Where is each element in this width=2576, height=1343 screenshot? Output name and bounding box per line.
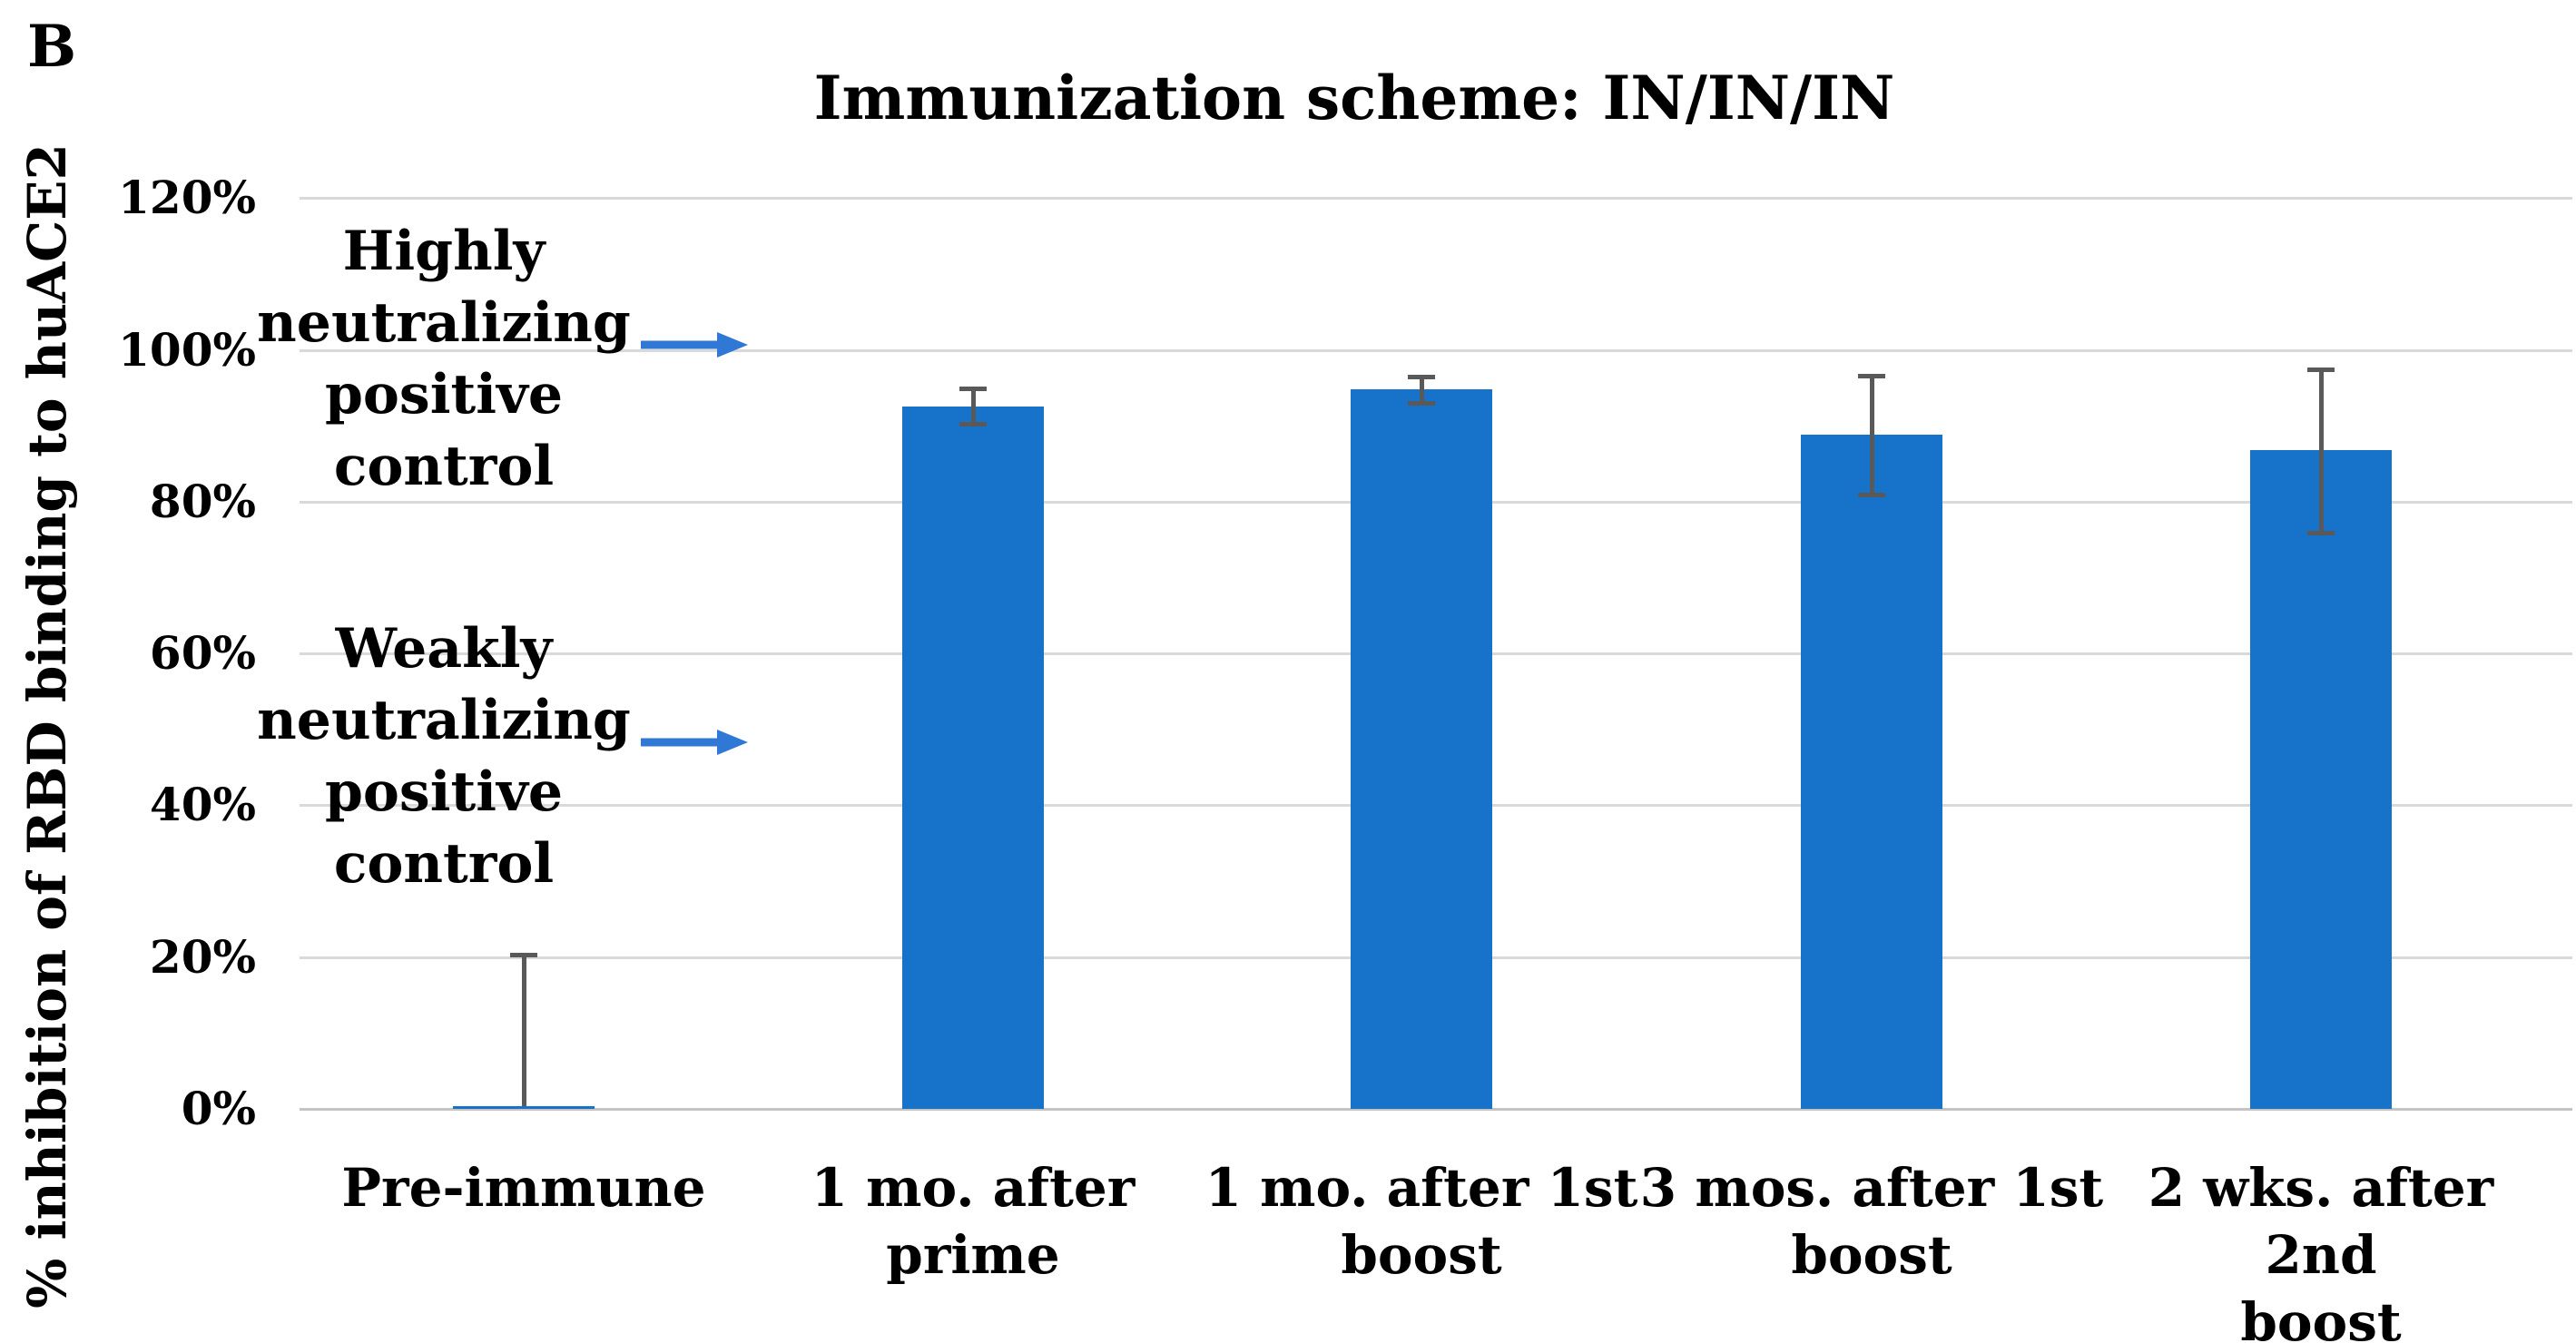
x-axis-label-line: 3 mos. after 1st: [1639, 1157, 2104, 1219]
y-tick-label: 60%: [149, 626, 256, 680]
y-tick-label: 40%: [149, 778, 256, 831]
error-bar: [1420, 375, 1424, 406]
gridline: [300, 1108, 2572, 1111]
annotation-line: neutralizing: [257, 689, 631, 752]
error-bar-cap: [1858, 493, 1885, 497]
arrow-right-icon: [641, 729, 748, 756]
error-bar-cap: [959, 422, 987, 426]
bar: [2250, 450, 2392, 1109]
error-bar: [1870, 374, 1874, 497]
error-bar-cap: [2307, 368, 2335, 372]
bar: [1801, 435, 1942, 1109]
annotation-text: Weakly neutralizing positive control: [235, 613, 653, 900]
error-bar-cap: [510, 953, 537, 957]
y-tick-label: 0%: [181, 1082, 256, 1135]
x-axis-label-line: boost: [2240, 1291, 2402, 1343]
annotation-line: Highly: [342, 220, 546, 283]
x-axis-label: 2 wks. after 2nd boost: [2085, 1154, 2557, 1343]
chart-title: Immunization scheme: IN/IN/IN: [813, 63, 1895, 133]
x-axis-label: 1 mo. after 1st boost: [1185, 1154, 1657, 1289]
x-axis-label-line: boost: [1341, 1224, 1502, 1286]
bar: [902, 407, 1044, 1109]
x-axis-label: Pre-immune: [288, 1154, 760, 1221]
error-bar-cap: [1408, 375, 1435, 379]
error-bar-cap: [2307, 531, 2335, 535]
x-axis-label-line: 1 mo. after 1st: [1204, 1157, 1638, 1219]
arrow-right-icon: [641, 331, 748, 358]
error-bar: [522, 953, 526, 1106]
x-axis-label-line: Pre-immune: [341, 1157, 706, 1219]
annotation-text: Highly neutralizing positive control: [235, 216, 653, 503]
x-axis-label-line: 2 wks. after 2nd: [2148, 1157, 2494, 1286]
error-bar: [971, 387, 976, 426]
y-tick-label: 100%: [118, 323, 256, 377]
annotation-line: control: [333, 832, 555, 896]
annotation-line: positive: [324, 760, 564, 824]
panel-label: B: [27, 13, 77, 81]
x-axis-label-line: boost: [1791, 1224, 1952, 1286]
y-tick-label: 120%: [118, 171, 256, 224]
x-axis-label-line: prime: [886, 1224, 1060, 1286]
y-tick-label: 80%: [149, 475, 256, 528]
x-axis-label: 3 mos. after 1st boost: [1636, 1154, 2108, 1289]
error-bar-cap: [1408, 401, 1435, 406]
gridline: [300, 349, 2572, 352]
x-axis-label: 1 mo. after prime: [737, 1154, 1209, 1289]
gridline: [300, 197, 2572, 200]
bar: [453, 1106, 595, 1109]
bar: [1351, 389, 1492, 1109]
annotation-line: neutralizing: [257, 291, 631, 355]
annotation-line: control: [333, 435, 555, 498]
annotation-line: positive: [324, 363, 564, 426]
annotation-line: Weakly: [335, 617, 553, 681]
error-bar-cap: [959, 387, 987, 391]
error-bar-cap: [1858, 374, 1885, 378]
x-axis-label-line: 1 mo. after: [811, 1157, 1136, 1219]
y-tick-label: 20%: [149, 930, 256, 984]
error-bar: [2319, 368, 2324, 535]
